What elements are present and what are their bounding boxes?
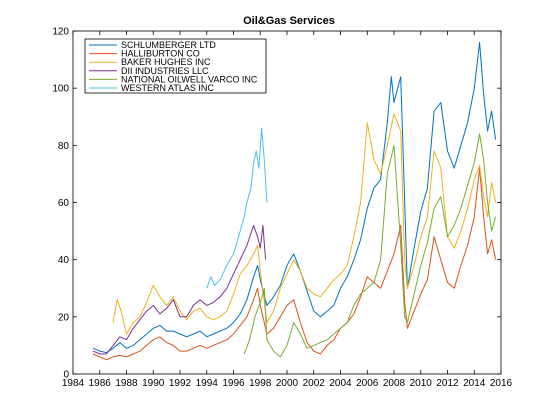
series-line-5: [243, 133, 497, 358]
legend-label: BAKER HUGHES INC: [121, 57, 211, 67]
legend-label: SCHLUMBERGER LTD: [121, 40, 216, 50]
x-tick-label: 2016: [490, 378, 513, 389]
y-tick-label: 0: [63, 370, 69, 381]
x-tick-label: 2006: [356, 378, 379, 389]
plot-lines: [92, 41, 497, 361]
legend-label: NATIONAL OILWELL VARCO INC: [121, 74, 258, 84]
x-tick-label: 1998: [249, 378, 272, 389]
y-tick-label: 40: [58, 255, 70, 266]
y-tick-label: 120: [52, 27, 69, 38]
series-line-3: [112, 113, 497, 335]
y-tick-label: 20: [58, 312, 70, 323]
series-line-2: [92, 167, 497, 361]
plot-axes: 1984 1986 1988 1990 1992 1994 1996 1998 2000 2002…: [52, 27, 512, 390]
x-tick-label: 2014: [463, 378, 486, 389]
series-line-1: [92, 41, 497, 354]
x-tick-label: 2002: [303, 378, 326, 389]
y-tick-label: 80: [58, 141, 70, 152]
x-tick-label: 1984: [62, 378, 85, 389]
legend-label: WESTERN ATLAS INC: [121, 83, 214, 93]
legend-label: HALLIBURTON CO: [121, 49, 200, 59]
legend-box: [84, 38, 267, 94]
x-tick-label: 1988: [115, 378, 138, 389]
series-line-6: [206, 127, 268, 289]
x-tick-label: 1990: [142, 378, 165, 389]
series-line-4: [92, 224, 267, 355]
y-tick-label: 100: [52, 84, 69, 95]
chart-title: Oil&Gas Services: [243, 15, 335, 27]
x-tick-label: 2008: [383, 378, 406, 389]
x-tick-label: 1994: [196, 378, 219, 389]
x-tick-label: 1992: [169, 378, 192, 389]
legend-label: DII INDUSTRIES LLC: [121, 66, 209, 76]
x-tick-label: 2010: [410, 378, 433, 389]
x-tick-label: 1996: [222, 378, 245, 389]
y-tick-label: 60: [58, 198, 70, 209]
x-tick-label: 2000: [276, 378, 299, 389]
x-tick-label: 2012: [436, 378, 459, 389]
x-tick-label: 1986: [89, 378, 112, 389]
x-tick-label: 2004: [329, 378, 352, 389]
